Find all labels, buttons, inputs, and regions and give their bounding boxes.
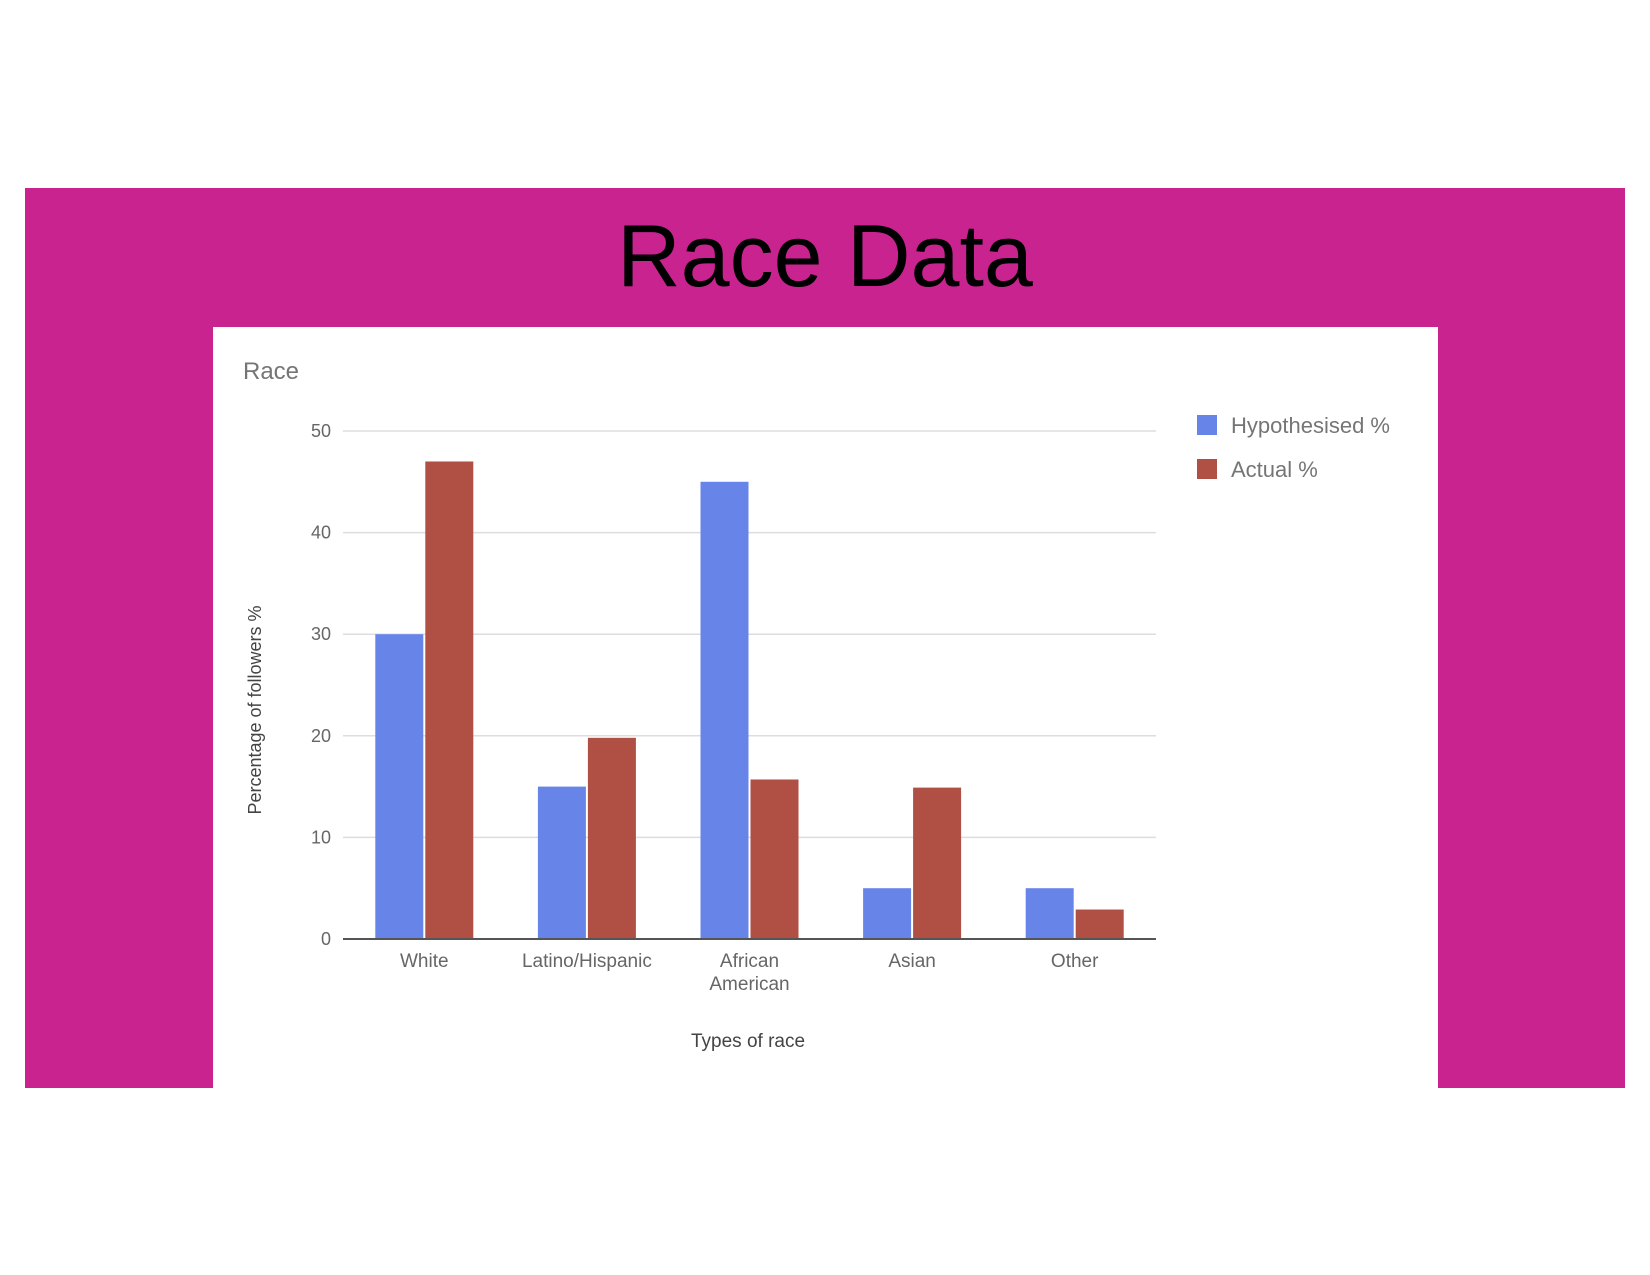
- y-axis-label: Percentage of followers %: [245, 605, 265, 814]
- x-tick-label: White: [400, 951, 449, 972]
- y-tick-label: 50: [311, 421, 331, 441]
- legend: Hypothesised % Actual %: [1197, 413, 1390, 482]
- x-axis-label: Types of race: [691, 1031, 805, 1052]
- x-tick-label: Latino/Hispanic: [522, 951, 652, 972]
- axes: 0 10 20 30 40 50 White Latino/Hispanic AfricanAm…: [311, 421, 1156, 995]
- slide-title: Race Data: [617, 206, 1033, 305]
- x-tick-label: Asian: [888, 951, 936, 972]
- chart-title: Race: [243, 358, 299, 385]
- legend-swatch: [1197, 459, 1217, 479]
- legend-label: Actual %: [1231, 457, 1318, 482]
- bar-hypothesised-1: [537, 786, 586, 939]
- bar-actual-3: [913, 787, 962, 939]
- x-tick-label: American: [709, 974, 789, 995]
- legend-swatch: [1197, 415, 1217, 435]
- bar-actual-4: [1075, 909, 1124, 939]
- bar-hypothesised-2: [700, 481, 749, 939]
- bar-hypothesised-4: [1025, 888, 1074, 939]
- bar-actual-0: [425, 461, 474, 939]
- bar-actual-1: [587, 737, 636, 939]
- bar-hypothesised-0: [375, 634, 424, 939]
- y-tick-label: 10: [311, 827, 331, 847]
- x-tick-label: African: [720, 951, 779, 972]
- y-tick-label: 20: [311, 726, 331, 746]
- y-tick-label: 40: [311, 523, 331, 543]
- x-tick-label: Other: [1051, 951, 1099, 972]
- bar-actual-2: [750, 779, 799, 939]
- legend-label: Hypothesised %: [1231, 413, 1390, 438]
- bar-hypothesised-3: [863, 888, 912, 939]
- bars: [375, 461, 1124, 939]
- chart-card: Race 0 10 20 30 40 50 White Latino/Hispanic Afri…: [213, 327, 1438, 1089]
- y-tick-label: 0: [321, 929, 331, 949]
- y-tick-label: 30: [311, 624, 331, 644]
- gridlines: [343, 430, 1156, 839]
- bar-chart: Race 0 10 20 30 40 50 White Latino/Hispanic Afri…: [243, 358, 1390, 1052]
